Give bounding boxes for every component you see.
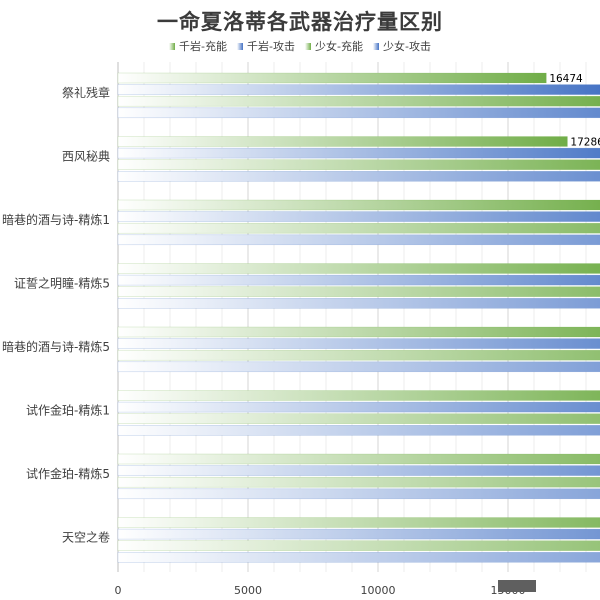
legend-label: 少女-攻击 <box>382 40 431 53</box>
bar <box>117 263 600 274</box>
watermark-corner <box>498 580 536 592</box>
legend-item: 千岩-攻击 <box>237 38 295 54</box>
legend-item: 少女-攻击 <box>372 38 431 54</box>
data-label: 16474 <box>549 73 583 85</box>
legend-item: 少女-充能 <box>305 38 363 54</box>
bar <box>117 361 600 373</box>
bar <box>117 488 600 500</box>
bar <box>117 136 568 147</box>
chart-title: 一命夏洛蒂各武器治疗量区别 <box>157 10 443 34</box>
legend-label: 千岩-充能 <box>179 40 228 53</box>
bar <box>117 326 600 338</box>
category-label: 天空之卷 <box>62 530 110 545</box>
bar <box>117 465 600 476</box>
legend-swatch <box>305 43 311 50</box>
category-label: 证誓之明瞳-精炼5 <box>14 276 110 291</box>
bar <box>117 528 600 540</box>
legend-item: 千岩-充能 <box>169 38 227 54</box>
bar <box>117 453 600 465</box>
category-label: 试作金珀-精炼1 <box>26 403 110 418</box>
category-label: 西风秘典 <box>62 150 110 164</box>
bar <box>117 171 600 182</box>
bar <box>117 349 600 361</box>
x-tick-label: 0 <box>115 584 122 597</box>
bar <box>117 540 600 551</box>
legend-label: 千岩-攻击 <box>247 40 295 53</box>
bar <box>117 274 600 286</box>
bar <box>117 552 600 563</box>
x-tick-label: 10000 <box>361 584 396 597</box>
category-label: 暗巷的酒与诗-精炼1 <box>2 212 110 227</box>
bar <box>117 199 600 211</box>
bar <box>117 72 547 84</box>
category-label: 暗巷的酒与诗-精炼5 <box>2 339 110 354</box>
bar <box>117 95 600 107</box>
bar <box>117 211 600 222</box>
bar <box>117 159 600 170</box>
bar <box>117 413 600 424</box>
legend-swatch <box>237 43 244 50</box>
legend-swatch <box>169 43 176 50</box>
bar <box>117 425 600 436</box>
bar <box>117 390 600 401</box>
data-label: 17286 <box>570 137 600 149</box>
bar <box>117 298 600 309</box>
bar <box>117 401 600 413</box>
bar <box>117 234 600 246</box>
bar <box>117 147 600 159</box>
category-label: 试作金珀-精炼5 <box>26 466 110 481</box>
bar <box>117 286 600 297</box>
bar <box>117 222 600 234</box>
bar <box>117 338 600 349</box>
bar <box>117 84 600 95</box>
chart-legend: 千岩-充能 千岩-攻击 少女-充能 少女-攻击 <box>0 38 600 54</box>
category-label: 祭礼残章 <box>62 85 110 100</box>
bar <box>117 107 600 119</box>
bar <box>117 517 600 528</box>
x-tick-label: 5000 <box>234 584 262 597</box>
bar <box>117 476 600 488</box>
legend-label: 少女-充能 <box>315 40 363 53</box>
legend-swatch <box>372 43 379 50</box>
